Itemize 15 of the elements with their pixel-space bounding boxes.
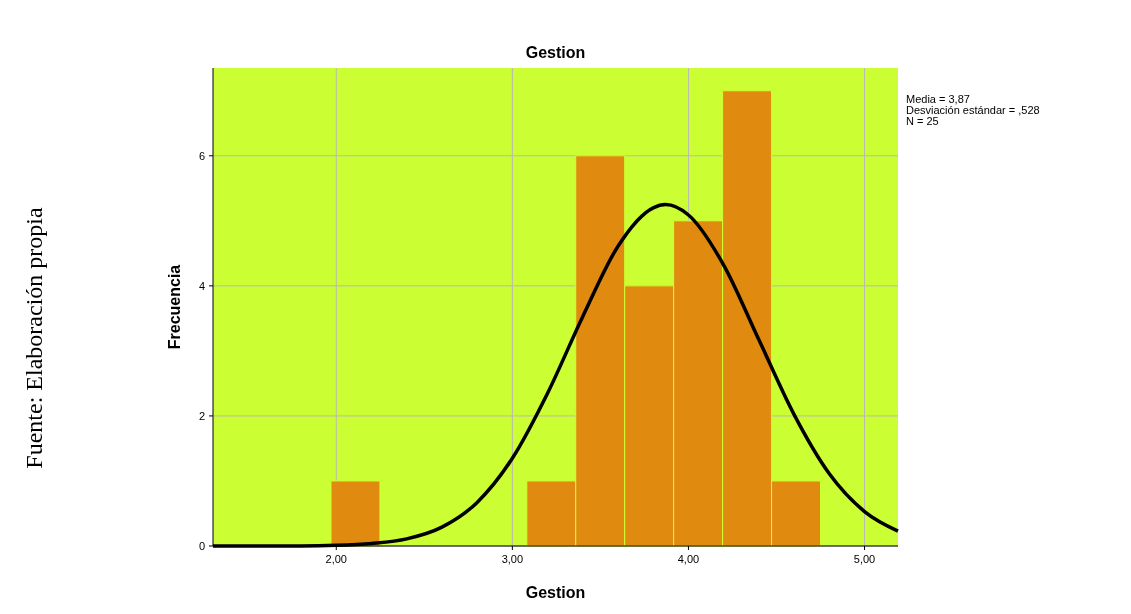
- y-tick-label: 6: [198, 149, 205, 162]
- text: Desviación estándar = ,528: [906, 104, 1040, 116]
- x-tick-label: 2,00: [325, 553, 347, 565]
- text: Media = 3,87: [906, 93, 970, 105]
- chart-title: Gestion: [525, 44, 586, 61]
- x-axis-title: Gestion: [525, 584, 586, 601]
- y-tick-label: 4: [198, 279, 205, 292]
- y-tick-label: 0: [198, 540, 205, 552]
- source-note: Fuente: Elaboración propia: [21, 207, 47, 469]
- x-tick-label: 5,00: [853, 553, 876, 565]
- x-tick-label: 3,00: [501, 553, 524, 565]
- x-tick-label: 4,00: [677, 553, 700, 565]
- y-axis-title: Frecuencia: [166, 264, 183, 350]
- y-tick-label: 2: [198, 409, 205, 422]
- text: N = 25: [906, 115, 939, 127]
